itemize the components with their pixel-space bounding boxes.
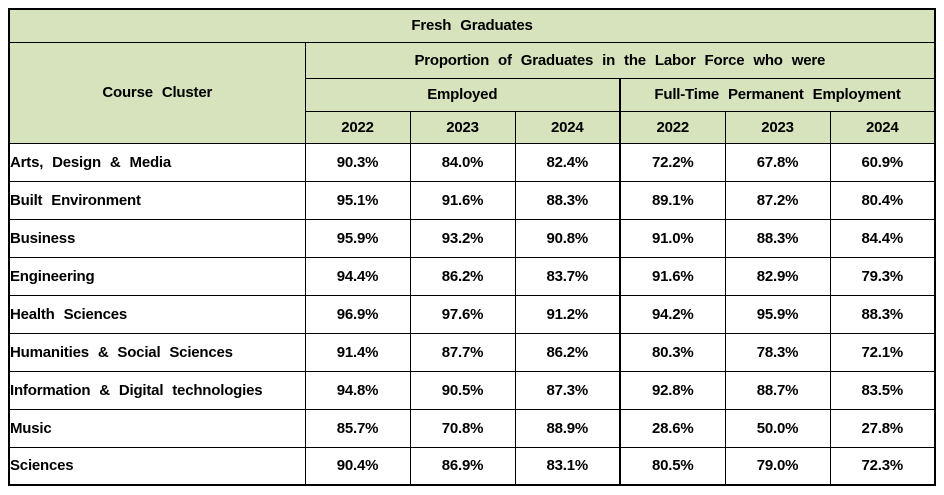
value-cell: 90.8%: [514, 218, 621, 258]
year-header: 2024: [829, 110, 936, 144]
value-cell: 80.5%: [619, 446, 726, 486]
value-cell: 89.1%: [619, 180, 726, 220]
value-cell: 86.2%: [514, 332, 621, 372]
value-cell: 95.1%: [304, 180, 411, 220]
value-cell: 94.4%: [304, 256, 411, 296]
value-cell: 70.8%: [409, 408, 516, 448]
value-cell: 91.4%: [304, 332, 411, 372]
table-row: Arts, Design & Media 90.3% 84.0% 82.4% 7…: [8, 142, 936, 182]
value-cell: 90.4%: [304, 446, 411, 486]
value-cell: 85.7%: [304, 408, 411, 448]
value-cell: 50.0%: [724, 408, 831, 448]
group-header-employed: Employed: [304, 77, 621, 112]
value-cell: 79.3%: [829, 256, 936, 296]
value-cell: 88.7%: [724, 370, 831, 410]
value-cell: 83.5%: [829, 370, 936, 410]
table-body: Arts, Design & Media 90.3% 84.0% 82.4% 7…: [8, 142, 936, 486]
year-header: 2022: [304, 110, 411, 144]
group-header-full-time: Full-Time Permanent Employment: [618, 77, 936, 112]
value-cell: 88.3%: [724, 218, 831, 258]
value-cell: 87.7%: [409, 332, 516, 372]
value-cell: 86.9%: [409, 446, 516, 486]
value-cell: 87.2%: [724, 180, 831, 220]
value-cell: 87.3%: [514, 370, 621, 410]
year-header: 2023: [409, 110, 516, 144]
course-cluster-header: Course Cluster: [8, 41, 306, 144]
value-cell: 28.6%: [619, 408, 726, 448]
value-cell: 84.0%: [409, 142, 516, 182]
value-cell: 72.3%: [829, 446, 936, 486]
value-cell: 83.7%: [514, 256, 621, 296]
column-group-span-header: Proportion of Graduates in the Labor For…: [304, 41, 936, 79]
value-cell: 94.2%: [619, 294, 726, 334]
value-cell: 72.1%: [829, 332, 936, 372]
table-row: Information & Digital technologies 94.8%…: [8, 370, 936, 410]
fresh-graduates-table: Fresh Graduates Course Cluster Proportio…: [8, 8, 937, 486]
value-cell: 93.2%: [409, 218, 516, 258]
value-cell: 72.2%: [619, 142, 726, 182]
value-cell: 96.9%: [304, 294, 411, 334]
value-cell: 97.6%: [409, 294, 516, 334]
table-row: Humanities & Social Sciences 91.4% 87.7%…: [8, 332, 936, 372]
value-cell: 88.9%: [514, 408, 621, 448]
value-cell: 78.3%: [724, 332, 831, 372]
value-cell: 79.0%: [724, 446, 831, 486]
row-label: Humanities & Social Sciences: [8, 332, 306, 372]
table-row: Employed Full-Time Permanent Employment: [9, 77, 936, 112]
value-cell: 83.1%: [514, 446, 621, 486]
row-label: Built Environment: [8, 180, 306, 220]
value-cell: 95.9%: [304, 218, 411, 258]
table-row: Business 95.9% 93.2% 90.8% 91.0% 88.3% 8…: [8, 218, 936, 258]
value-cell: 91.6%: [409, 180, 516, 220]
table-row: Sciences 90.4% 86.9% 83.1% 80.5% 79.0% 7…: [8, 446, 936, 486]
year-header: 2023: [724, 110, 831, 144]
year-header: 2022: [619, 110, 726, 144]
row-label: Health Sciences: [8, 294, 306, 334]
table-row: Health Sciences 96.9% 97.6% 91.2% 94.2% …: [8, 294, 936, 334]
value-cell: 91.2%: [514, 294, 621, 334]
value-cell: 82.9%: [724, 256, 831, 296]
value-cell: 92.8%: [619, 370, 726, 410]
table-title: Fresh Graduates: [8, 8, 936, 43]
value-cell: 88.3%: [829, 294, 936, 334]
table-row: Music 85.7% 70.8% 88.9% 28.6% 50.0% 27.8…: [8, 408, 936, 448]
table-row: 2022 2023 2024 2022 2023 2024: [9, 110, 936, 144]
table-row: Engineering 94.4% 86.2% 83.7% 91.6% 82.9…: [8, 256, 936, 296]
value-cell: 80.4%: [829, 180, 936, 220]
value-cell: 84.4%: [829, 218, 936, 258]
table-row: Built Environment 95.1% 91.6% 88.3% 89.1…: [8, 180, 936, 220]
value-cell: 88.3%: [514, 180, 621, 220]
value-cell: 67.8%: [724, 142, 831, 182]
table-row: Fresh Graduates: [8, 8, 936, 43]
table-row: Course Cluster Proportion of Graduates i…: [8, 41, 936, 144]
value-cell: 95.9%: [724, 294, 831, 334]
year-header: 2024: [514, 110, 621, 144]
row-label: Arts, Design & Media: [8, 142, 306, 182]
value-cell: 82.4%: [514, 142, 621, 182]
row-label: Engineering: [8, 256, 306, 296]
row-label: Music: [8, 408, 306, 448]
value-cell: 91.0%: [619, 218, 726, 258]
value-cell: 60.9%: [829, 142, 936, 182]
value-cell: 91.6%: [619, 256, 726, 296]
row-label: Business: [8, 218, 306, 258]
value-cell: 90.3%: [304, 142, 411, 182]
value-cell: 86.2%: [409, 256, 516, 296]
value-cell: 80.3%: [619, 332, 726, 372]
value-cell: 90.5%: [409, 370, 516, 410]
row-label: Information & Digital technologies: [8, 370, 306, 410]
row-label: Sciences: [8, 446, 306, 486]
value-cell: 94.8%: [304, 370, 411, 410]
value-cell: 27.8%: [829, 408, 936, 448]
